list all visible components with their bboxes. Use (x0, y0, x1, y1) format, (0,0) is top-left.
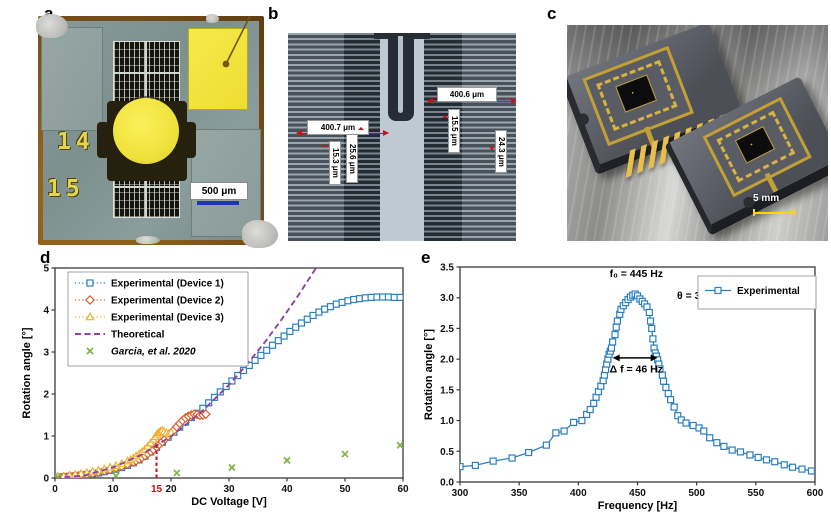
dimension-marker (322, 145, 328, 148)
panel-a-label: a (44, 4, 53, 24)
svg-text:Δ f = 46 Hz: Δ f = 46 Hz (610, 364, 663, 376)
solder-blob (36, 14, 68, 38)
panel-e-label: e (421, 248, 431, 267)
svg-text:40: 40 (281, 484, 293, 495)
svg-text:0.5: 0.5 (440, 447, 454, 458)
svg-text:Experimental (Device 2): Experimental (Device 2) (111, 296, 224, 307)
scale-bar-label-a: 500 μm (191, 183, 247, 199)
svg-text:0: 0 (52, 484, 58, 495)
scale-bar-label-c: 5 mm (753, 193, 780, 204)
svg-text:3.5: 3.5 (440, 263, 454, 274)
svg-text:Experimental (Device 1): Experimental (Device 1) (111, 279, 224, 290)
svg-text:DC Voltage [V]: DC Voltage [V] (191, 496, 267, 508)
svg-text:Frequency [Hz]: Frequency [Hz] (598, 500, 678, 512)
svg-text:Experimental: Experimental (737, 286, 800, 297)
measurement-24-3: 24.3 μm (496, 131, 506, 172)
comb-drive-upper (114, 42, 179, 106)
dimension-marker (442, 115, 448, 118)
svg-text:2.5: 2.5 (440, 324, 454, 335)
torsion-hinge-right (184, 122, 196, 158)
svg-text:2: 2 (43, 390, 49, 401)
gold-micromirror (113, 98, 179, 164)
svg-text:3.0: 3.0 (440, 293, 454, 304)
svg-text:30: 30 (223, 484, 235, 495)
measurement-15-5: 15.5 μm (449, 110, 459, 152)
svg-text:350: 350 (511, 488, 528, 499)
mems-die: 14 15 500 μm (41, 21, 261, 240)
svg-text:Experimental (Device 3): Experimental (Device 3) (111, 313, 224, 324)
svg-text:300: 300 (452, 488, 469, 499)
svg-text:0: 0 (43, 474, 49, 485)
dimension-marker (358, 127, 364, 130)
svg-text:Rotation angle [°]: Rotation angle [°] (21, 327, 33, 419)
dimension-marker (489, 147, 495, 150)
chip-marking: ▪ (749, 142, 755, 149)
chart-rotation-vs-frequency: 300 350 400 450 500 550 600 0.0 0.5 1.0 1.5 2.0 2.5 3… (423, 263, 824, 513)
anchor-pad-left (41, 27, 103, 131)
svg-text:Theoretical: Theoretical (111, 330, 165, 341)
panel-b-comb-closeup: 400.7 μm 400.6 μm 15.3 μm 25.6 μm 15.5 μ… (288, 33, 516, 241)
spring-slot (398, 36, 403, 113)
svg-text:20: 20 (165, 484, 177, 495)
svg-text:50: 50 (339, 484, 351, 495)
svg-text:10: 10 (107, 484, 119, 495)
panel-d-label: d (40, 248, 51, 267)
comb-gap (145, 159, 147, 217)
svg-text:450: 450 (629, 488, 646, 499)
svg-text:0.0: 0.0 (440, 478, 454, 489)
measurement-15-3: 15.3 μm (330, 142, 340, 184)
svg-text:Garcia, et al. 2020: Garcia, et al. 2020 (111, 347, 196, 358)
measurement-400-7: 400.7 μm (308, 121, 368, 134)
svg-text:500: 500 (688, 488, 705, 499)
svg-text:1.5: 1.5 (440, 385, 454, 396)
probe-needle (222, 16, 251, 68)
panel-c-label: c (547, 4, 557, 23)
comb-gap (145, 42, 147, 106)
die-number-15: 15 (47, 176, 85, 202)
svg-text:60: 60 (397, 484, 409, 495)
svg-text:1: 1 (43, 432, 49, 443)
panel-c-packaged-chips: ▪ ▪ 5 mm (567, 25, 828, 241)
panel-b-label: b (268, 4, 279, 23)
solder-blob (242, 220, 278, 248)
dimension-line-right (427, 98, 516, 105)
svg-text:400: 400 (570, 488, 587, 499)
solder-blob (206, 14, 219, 23)
svg-text:3: 3 (43, 348, 49, 359)
solder-blob (136, 236, 160, 244)
svg-text:Rotation angle [°]: Rotation angle [°] (423, 329, 435, 421)
comb-fingers-right (462, 33, 516, 241)
chart-rotation-vs-voltage: 0 10 20 30 40 50 60 0 1 2 3 4 5 DC Voltage [V] Rotatio… (21, 264, 409, 509)
svg-text:5: 5 (43, 264, 49, 275)
pin1-notch (575, 111, 591, 128)
svg-text:1.0: 1.0 (440, 416, 454, 427)
panel-a-micrograph: 14 15 500 μm (36, 14, 278, 248)
die-number-14: 14 (57, 129, 95, 155)
svg-text:2.0: 2.0 (440, 355, 454, 366)
svg-text:550: 550 (747, 488, 764, 499)
torsion-hinge-left (97, 122, 109, 158)
chip-marking: ▪ (630, 90, 636, 97)
scale-bar-a (197, 201, 239, 205)
svg-text:600: 600 (807, 488, 824, 499)
measurement-400-6: 400.6 μm (438, 88, 496, 101)
svg-text:15: 15 (151, 484, 163, 495)
measurement-25-6: 25.6 μm (347, 135, 357, 182)
scale-bar-c (753, 209, 795, 216)
svg-text:f₀ = 445 Hz: f₀ = 445 Hz (610, 268, 663, 280)
serpentine-spring (388, 33, 414, 121)
svg-text:4: 4 (43, 306, 49, 317)
comb-fingers-left (288, 33, 344, 241)
